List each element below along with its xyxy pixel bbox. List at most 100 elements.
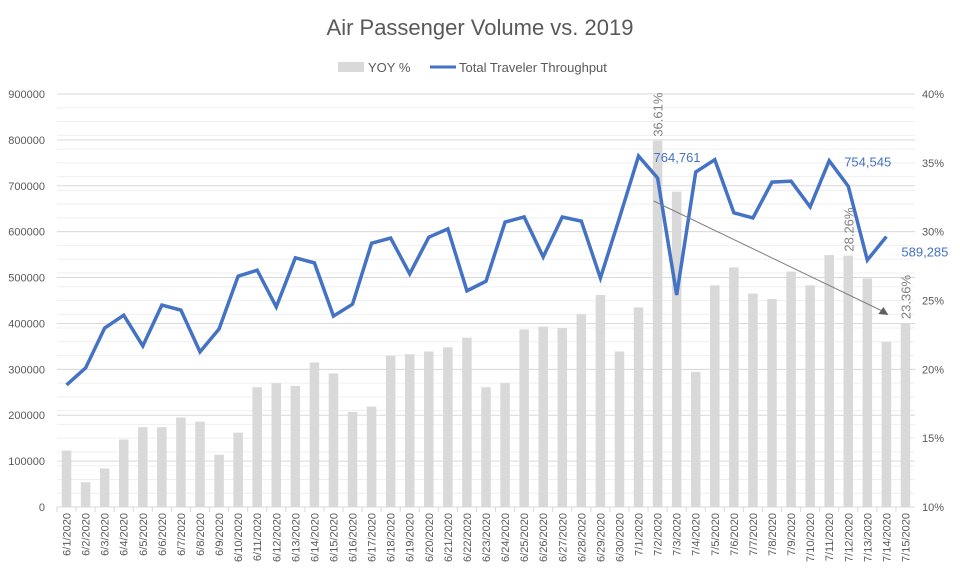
data-label-throughput: 754,545	[844, 155, 891, 170]
bar-yoy	[176, 418, 186, 507]
x-tick-label: 6/8/2020	[195, 513, 207, 556]
bar-yoy	[558, 328, 568, 507]
y-right-tick-label: 15%	[922, 433, 944, 445]
x-tick-label: 7/9/2020	[786, 513, 798, 556]
x-tick-label: 6/27/2020	[557, 513, 569, 562]
x-tick-label: 7/2/2020	[653, 513, 665, 556]
x-tick-label: 6/29/2020	[595, 513, 607, 562]
bar-yoy	[596, 295, 606, 507]
x-tick-label: 6/26/2020	[538, 513, 550, 562]
x-tick-label: 6/5/2020	[138, 513, 150, 556]
bar-yoy	[462, 338, 472, 507]
legend-swatch-yoy	[338, 62, 364, 72]
x-tick-label: 6/16/2020	[348, 513, 360, 562]
y-left-tick-label: 600000	[8, 227, 45, 239]
bar-yoy	[62, 451, 72, 507]
legend: YOY % Total Traveler Throughput	[338, 60, 607, 75]
data-label-yoy: 23.36%	[898, 275, 913, 320]
bar-yoy	[81, 482, 91, 507]
bar-yoy	[310, 362, 320, 507]
data-label-yoy: 36.61%	[651, 92, 666, 137]
x-tick-label: 7/7/2020	[748, 513, 760, 556]
x-tick-label: 6/18/2020	[386, 513, 398, 562]
x-tick-label: 6/13/2020	[290, 513, 302, 562]
y-left-tick-label: 900000	[8, 89, 45, 101]
bar-yoy	[672, 192, 682, 507]
bar-yoy	[272, 383, 282, 507]
x-tick-label: 7/11/2020	[824, 513, 836, 561]
x-tick-label: 6/22/2020	[462, 513, 474, 562]
trend-arrow-head	[878, 307, 888, 315]
bar-yoy	[100, 468, 110, 507]
x-tick-label: 6/3/2020	[100, 513, 112, 556]
x-tick-label: 7/1/2020	[634, 513, 646, 556]
x-tick-label: 7/8/2020	[767, 513, 779, 556]
y-left-tick-label: 700000	[8, 181, 45, 193]
bar-yoy	[119, 440, 129, 507]
bar-yoy	[691, 372, 701, 507]
bar-yoy	[138, 427, 148, 507]
y-left-tick-label: 500000	[8, 273, 45, 285]
x-tick-label: 6/20/2020	[424, 513, 436, 562]
bar-yoy	[157, 427, 167, 507]
x-tick-label: 6/24/2020	[500, 513, 512, 562]
x-tick-label: 7/14/2020	[881, 513, 893, 562]
x-tick-label: 7/10/2020	[805, 513, 817, 562]
bar-yoy	[195, 422, 205, 507]
bar-yoy	[805, 285, 815, 507]
bar-yoy	[824, 255, 834, 507]
bar-yoy	[901, 323, 911, 507]
y-left-tick-label: 0	[39, 502, 45, 514]
bar-yoy	[634, 307, 644, 507]
bar-yoy	[348, 412, 358, 507]
y-right-tick-label: 25%	[922, 296, 944, 308]
y-left-tick-label: 200000	[8, 410, 45, 422]
y-right-tick-label: 10%	[922, 502, 944, 514]
x-tick-label: 6/30/2020	[614, 513, 626, 562]
x-tick-label: 6/7/2020	[176, 513, 188, 556]
x-tick-label: 6/28/2020	[576, 513, 588, 562]
bar-yoy	[386, 356, 396, 507]
bar-yoy	[748, 294, 758, 507]
y-left-tick-label: 800000	[8, 135, 45, 147]
y-right-tick-label: 35%	[922, 158, 944, 170]
bar-yoy	[577, 314, 587, 507]
bar-yoy	[367, 407, 377, 507]
y-left-tick-label: 100000	[8, 456, 45, 468]
bar-yoy	[291, 386, 301, 507]
x-tick-label: 7/3/2020	[672, 513, 684, 556]
x-tick-label: 6/12/2020	[271, 513, 283, 562]
x-tick-label: 6/14/2020	[309, 513, 321, 562]
data-label-throughput: 764,761	[654, 150, 701, 165]
bar-yoy	[329, 373, 339, 507]
y-left-tick-label: 300000	[8, 364, 45, 376]
x-tick-label: 6/25/2020	[519, 513, 531, 562]
bar-yoy	[615, 351, 625, 507]
x-tick-label: 6/23/2020	[481, 513, 493, 562]
bar-yoy	[767, 299, 777, 507]
x-tick-label: 6/4/2020	[119, 513, 131, 556]
x-tick-label: 6/19/2020	[405, 513, 417, 562]
x-tick-label: 6/1/2020	[62, 513, 74, 556]
bar-yoy	[519, 329, 529, 507]
bar-yoy	[443, 347, 453, 507]
y-right-tick-label: 20%	[922, 364, 944, 376]
bar-yoy	[882, 342, 892, 507]
bar-yoy	[214, 455, 224, 507]
x-tick-label: 6/17/2020	[367, 513, 379, 562]
data-label-throughput: 589,285	[901, 245, 948, 260]
bar-yoy	[500, 383, 510, 507]
x-tick-label: 7/6/2020	[729, 513, 741, 556]
bar-yoy	[252, 387, 262, 507]
x-tick-label: 7/4/2020	[691, 513, 703, 556]
bar-yoy	[481, 387, 491, 507]
bar-yoy	[538, 327, 548, 507]
x-tick-label: 7/13/2020	[862, 513, 874, 562]
x-tick-label: 6/6/2020	[157, 513, 169, 556]
x-tick-label: 6/11/2020	[252, 513, 264, 561]
bar-yoy	[233, 433, 243, 507]
legend-label-yoy: YOY %	[368, 60, 411, 75]
x-tick-label: 6/10/2020	[233, 513, 245, 562]
x-tick-label: 6/21/2020	[443, 513, 455, 562]
